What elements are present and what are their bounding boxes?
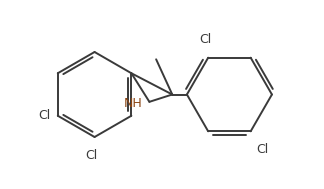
- Text: Cl: Cl: [257, 143, 269, 156]
- Text: NH: NH: [124, 97, 143, 110]
- Text: Cl: Cl: [86, 149, 98, 162]
- Text: Cl: Cl: [199, 33, 211, 46]
- Text: Cl: Cl: [38, 109, 51, 122]
